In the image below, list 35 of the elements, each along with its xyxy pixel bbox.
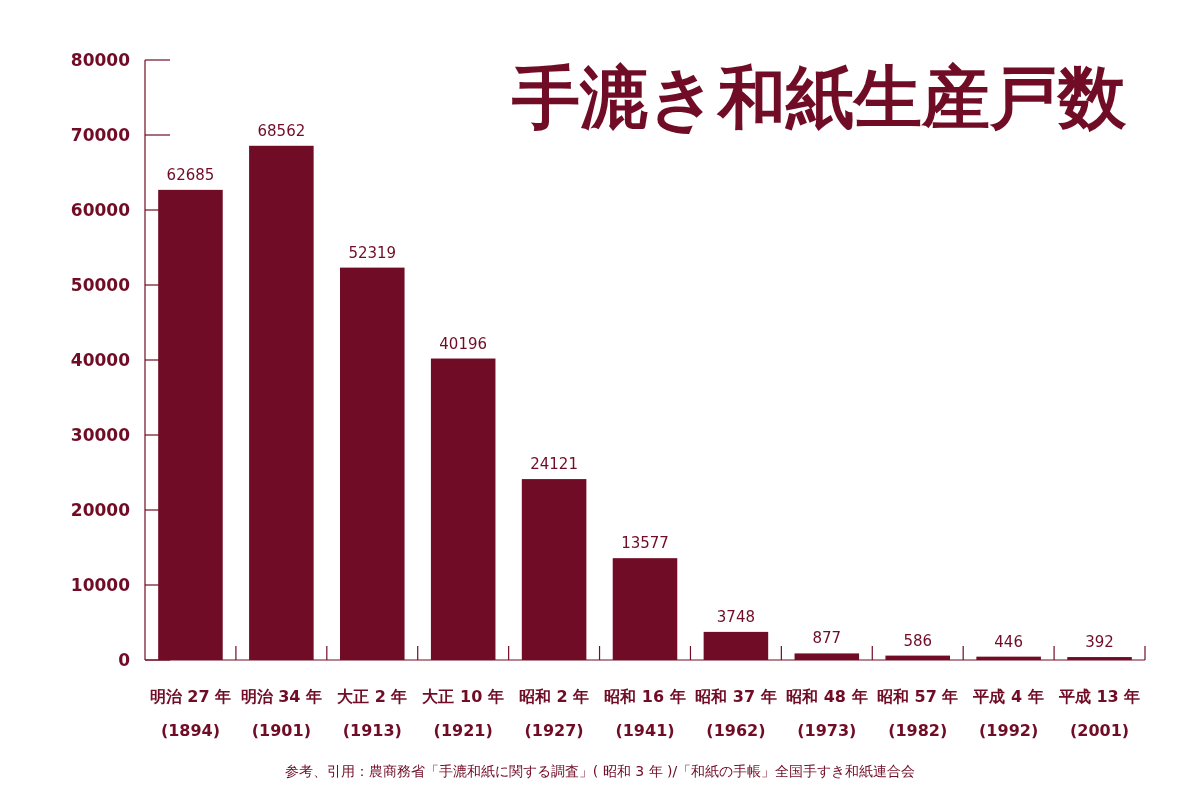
x-tick-label: 明治 34 年 (1901) — [240, 686, 323, 740]
x-tick-label: 平成 13 年 (2001) — [1057, 686, 1141, 740]
x-tick-label: 昭和 48 年 (1973) — [786, 686, 868, 740]
y-tick-label: 30000 — [70, 425, 131, 445]
data-label: 3748 — [716, 607, 755, 626]
y-tick-label: 20000 — [70, 500, 131, 520]
y-tick: 70000 — [70, 125, 171, 145]
data-label: 877 — [812, 629, 842, 648]
y-tick-label: 40000 — [70, 350, 131, 370]
y-tick-label: 60000 — [70, 200, 131, 220]
x-tick-label: 明治 27 年 (1894) — [149, 686, 232, 740]
data-label: 13577 — [621, 534, 669, 553]
data-label: 62685 — [166, 165, 215, 184]
y-tick: 80000 — [70, 50, 171, 70]
data-label: 586 — [903, 631, 933, 650]
y-tick-label: 0 — [118, 650, 131, 670]
x-tick-label: 昭和 2 年 (1927) — [518, 686, 590, 740]
x-tick-label: 大正 2 年 (1913) — [337, 686, 408, 740]
data-label: 68562 — [257, 121, 306, 140]
x-tick-label: 平成 4 年 (1992) — [972, 686, 1044, 740]
text: 参考、引用：農商務省「手漉和紙に関する調査」( 昭和 3 年 )/「和紙の手帳」全国手すき和紙連合会 — [284, 763, 916, 779]
x-tick-label: 昭和 57 年 (1982) — [877, 686, 959, 740]
y-tick-label: 10000 — [70, 575, 131, 595]
data-label: 446 — [994, 632, 1023, 651]
data-label: 392 — [1085, 633, 1114, 652]
data-label: 52319 — [348, 243, 397, 262]
y-tick-label: 80000 — [70, 50, 131, 70]
x-tick-label: 昭和 37 年 (1962) — [695, 686, 777, 740]
y-tick-label: 70000 — [70, 125, 131, 145]
data-label: 40196 — [439, 334, 488, 353]
x-tick-label: 大正 10 年 (1921) — [422, 686, 504, 740]
x-tick-label: 昭和 16 年 (1941) — [604, 686, 686, 740]
data-label: 24121 — [530, 455, 578, 474]
chart-title: 手漉き和紙生産戸数 — [512, 57, 1127, 137]
y-tick-label: 50000 — [70, 275, 131, 295]
